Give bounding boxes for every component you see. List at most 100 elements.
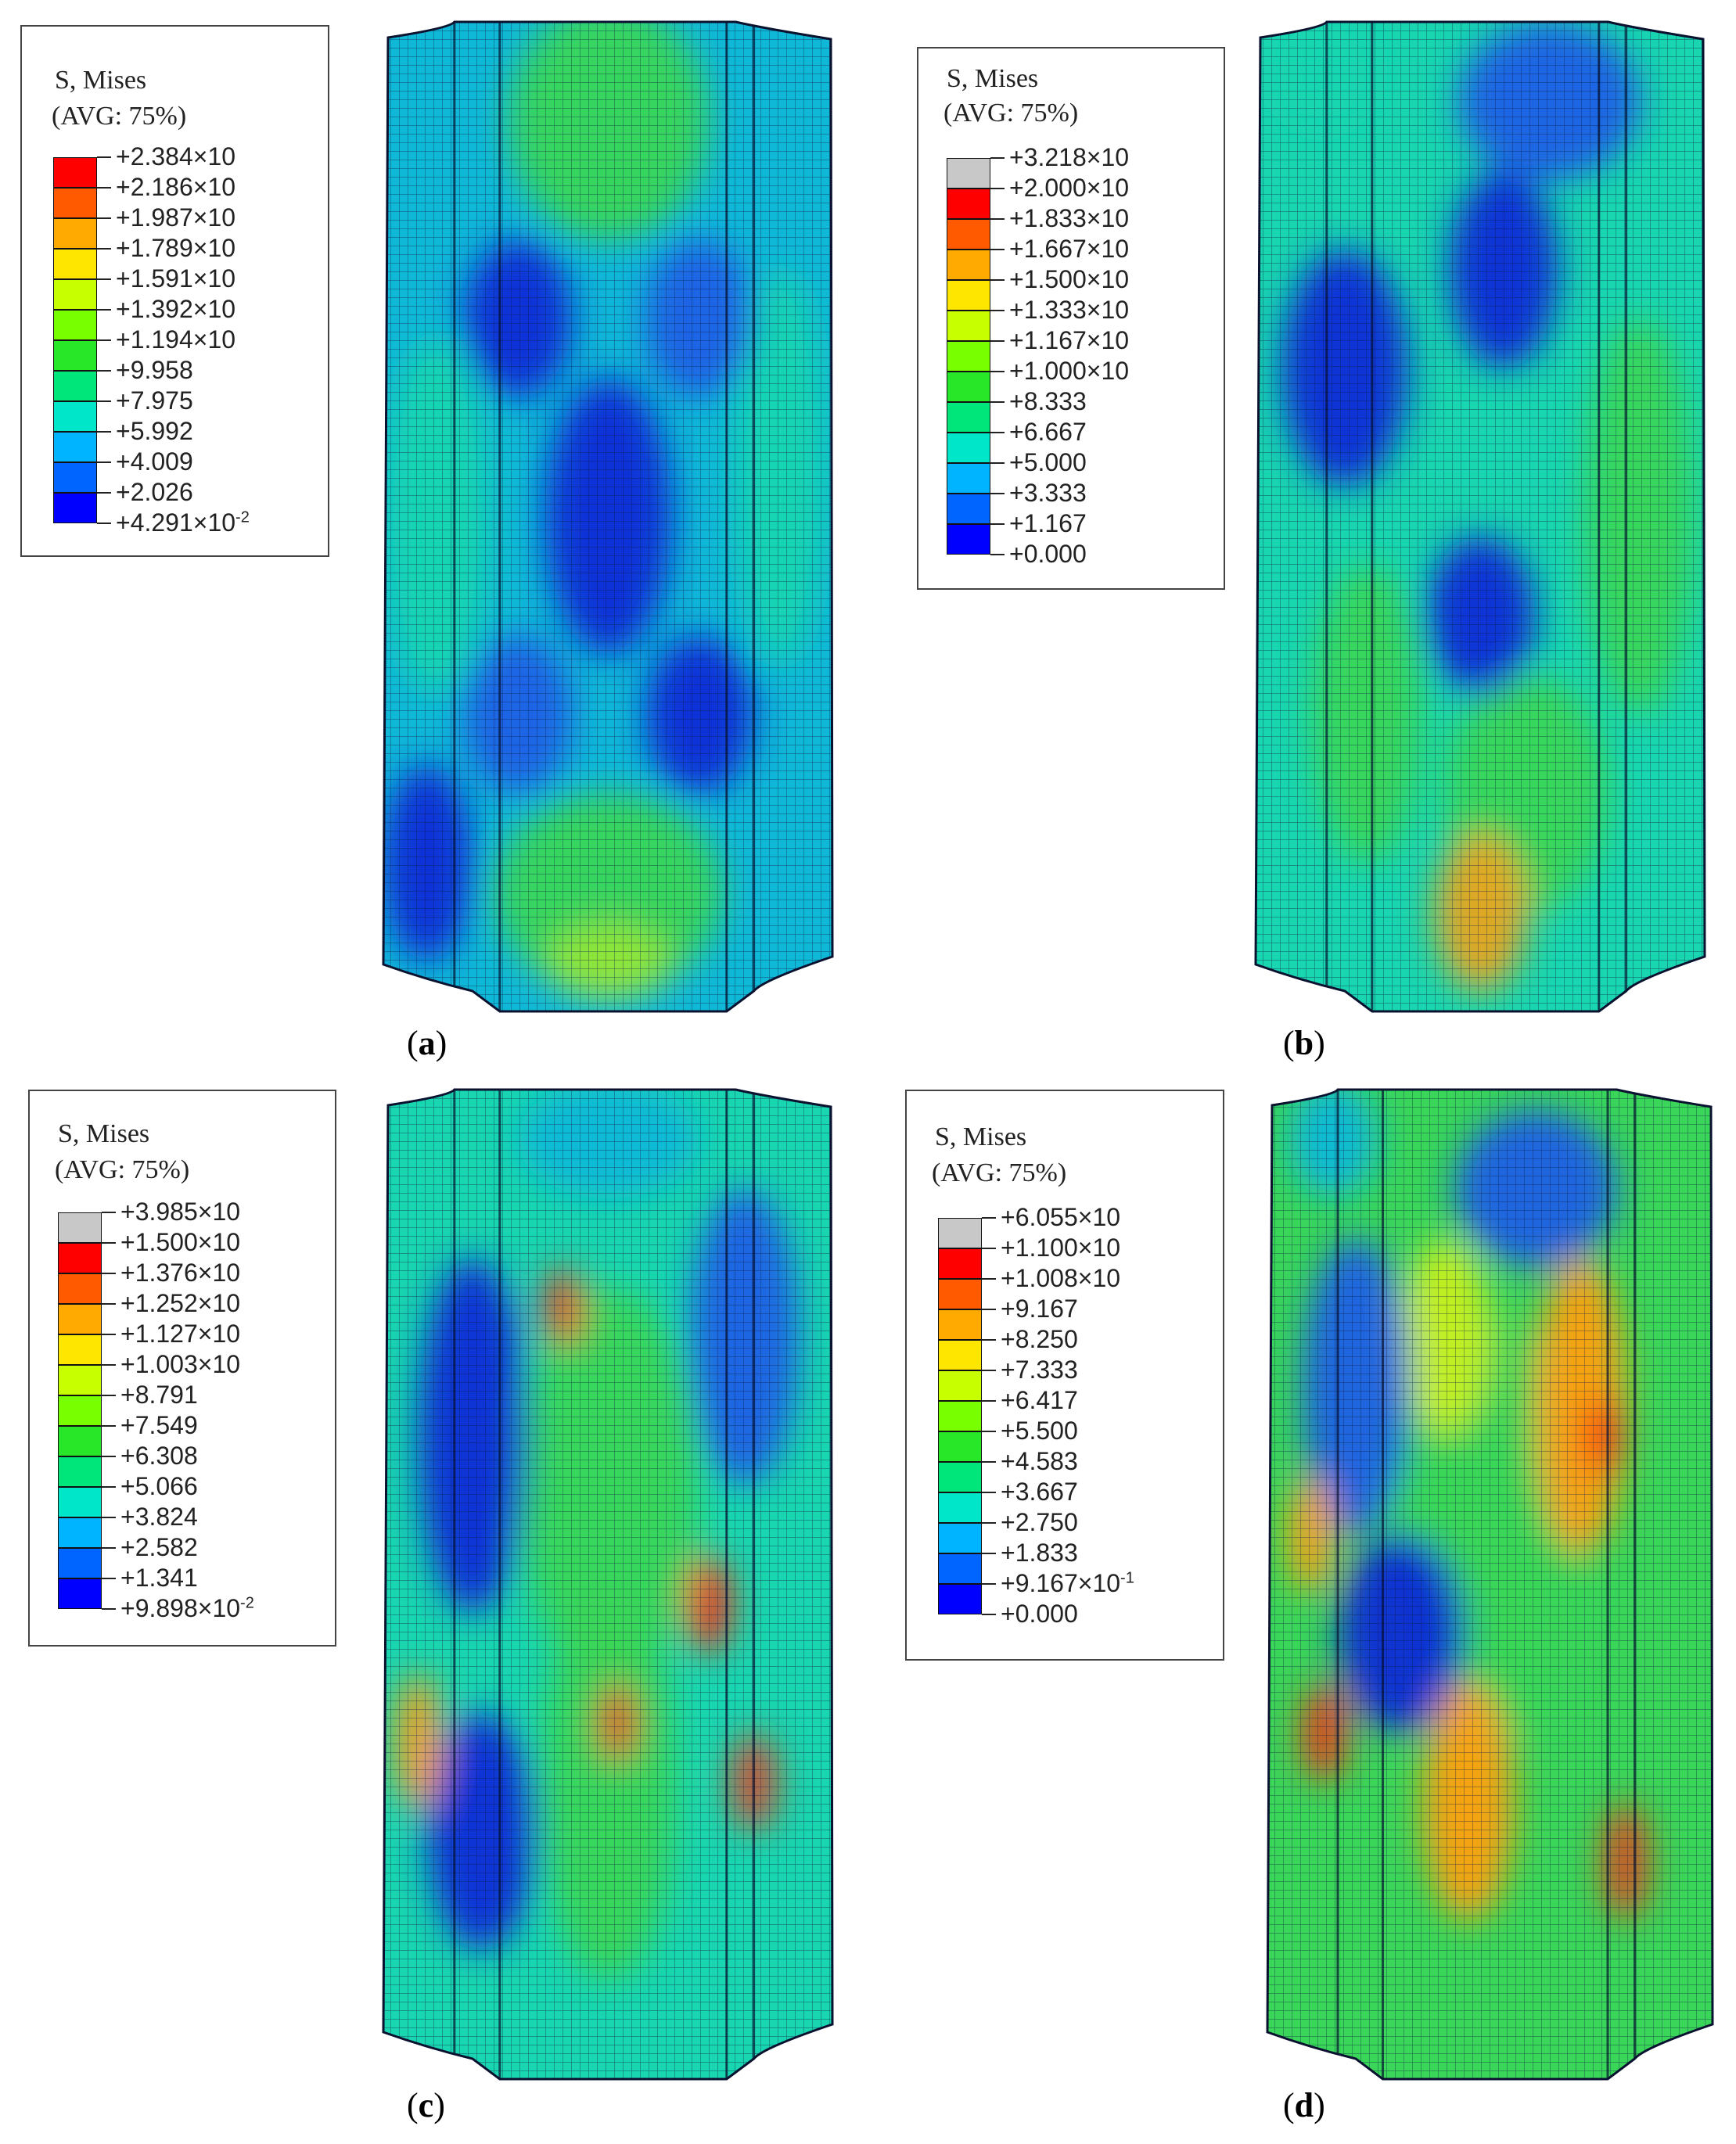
- legend-swatch: [53, 371, 97, 401]
- legend-swatch: [53, 279, 97, 310]
- legend-value-label: +5.000: [1009, 448, 1087, 476]
- legend-value-label: +2.582: [120, 1533, 198, 1561]
- legend-tick: [102, 1273, 116, 1274]
- legend-swatch: [938, 1309, 982, 1340]
- legend-swatch: [53, 188, 97, 218]
- legend-swatch: [58, 1456, 102, 1487]
- legend-swatch: [938, 1370, 982, 1401]
- legend-value-label: +9.167×10-1: [1001, 1569, 1134, 1597]
- legend-tick: [982, 1522, 996, 1524]
- legend-value-label: +1.833: [1001, 1539, 1078, 1567]
- legend-value-label: +6.667: [1009, 418, 1087, 446]
- legend-tick: [97, 309, 111, 311]
- legend-tick: [990, 432, 1005, 433]
- legend-value-label: +1.194×10: [116, 325, 236, 354]
- legend-value-label: +1.500×10: [120, 1228, 241, 1256]
- legend-swatch: [58, 1487, 102, 1517]
- legend-swatch: [53, 249, 97, 279]
- legend-tick: [990, 462, 1005, 464]
- color-scale: [938, 1218, 982, 1614]
- legend-tick: [97, 217, 111, 219]
- legend-a: S, Mises (AVG: 75%) +2.384×10 +2.186×10 +1…: [20, 25, 329, 557]
- legend-subtitle: (AVG: 75%): [943, 99, 1079, 127]
- legend-tick: [97, 187, 111, 189]
- legend-swatch: [938, 1431, 982, 1462]
- legend-value-label: +1.003×10: [120, 1350, 241, 1378]
- legend-swatch: [53, 401, 97, 432]
- legend-swatch: [58, 1334, 102, 1365]
- legend-value-label: +4.291×10-2: [116, 508, 250, 537]
- legend-value-label: +1.667×10: [1009, 235, 1130, 263]
- legend-title: S, Mises: [55, 66, 147, 95]
- legend-tick: [990, 340, 1005, 342]
- legend-tick: [102, 1608, 116, 1610]
- caption-b: (b): [1283, 1024, 1325, 1062]
- legend-value-label: +1.167×10: [1009, 326, 1130, 354]
- legend-tick: [982, 1370, 996, 1371]
- legend-value-label: +1.252×10: [120, 1289, 241, 1317]
- legend-tick: [982, 1553, 996, 1554]
- legend-swatch: [58, 1243, 102, 1273]
- legend-tick: [982, 1492, 996, 1493]
- legend-b: S, Mises (AVG: 75%) +3.218×10 +2.000×10 +1…: [917, 47, 1225, 590]
- legend-tick: [97, 339, 111, 341]
- legend-tick: [102, 1334, 116, 1335]
- legend-tick: [97, 248, 111, 250]
- legend-tick: [97, 156, 111, 158]
- legend-tick: [97, 431, 111, 433]
- legend-tick: [990, 218, 1005, 220]
- legend-value-label: +6.417: [1001, 1386, 1078, 1414]
- legend-c: S, Mises (AVG: 75%) +3.985×10 +1.500×10 +1…: [28, 1090, 336, 1647]
- legend-value-label: +3.824: [120, 1503, 198, 1531]
- legend-tick: [990, 371, 1005, 372]
- legend-tick: [990, 493, 1005, 494]
- legend-swatch: [947, 372, 990, 402]
- legend-swatch: [947, 402, 990, 433]
- legend-value-label: +1.833×10: [1009, 204, 1130, 232]
- legend-tick: [102, 1364, 116, 1366]
- legend-swatch: [947, 311, 990, 341]
- legend-value-label: +0.000: [1009, 540, 1087, 568]
- legend-value-label: +6.308: [120, 1442, 198, 1470]
- legend-value-label: +9.167: [1001, 1295, 1078, 1323]
- legend-title: S, Mises: [947, 64, 1039, 93]
- legend-tick: [102, 1425, 116, 1427]
- legend-swatch: [938, 1584, 982, 1614]
- legend-swatch: [58, 1517, 102, 1548]
- legend-tick: [97, 492, 111, 494]
- legend-value-label: +3.333: [1009, 479, 1087, 507]
- legend-tick: [990, 310, 1005, 311]
- legend-tick: [982, 1583, 996, 1585]
- color-scale: [58, 1212, 102, 1609]
- legend-value-label: +1.500×10: [1009, 265, 1130, 293]
- legend-swatch: [947, 341, 990, 372]
- legend-title: S, Mises: [58, 1119, 150, 1148]
- legend-swatch: [947, 189, 990, 219]
- legend-value-label: +1.376×10: [120, 1259, 241, 1287]
- legend-value-label: +1.127×10: [120, 1320, 241, 1348]
- legend-swatch: [947, 250, 990, 280]
- legend-tick: [990, 188, 1005, 189]
- legend-tick: [102, 1395, 116, 1396]
- legend-swatch: [938, 1462, 982, 1492]
- legend-swatch: [938, 1401, 982, 1431]
- legend-swatch: [947, 494, 990, 524]
- legend-tick: [990, 279, 1005, 281]
- legend-swatch: [53, 493, 97, 523]
- stress-contour-b: [1254, 20, 1706, 1013]
- legend-swatch: [53, 310, 97, 340]
- legend-tick: [982, 1309, 996, 1310]
- legend-tick: [102, 1456, 116, 1457]
- legend-swatch: [947, 219, 990, 250]
- legend-value-label: +1.167: [1009, 509, 1087, 537]
- stress-contour-a: [382, 20, 834, 1013]
- legend-swatch: [947, 433, 990, 463]
- legend-swatch: [53, 157, 97, 188]
- legend-value-label: +1.000×10: [1009, 357, 1130, 385]
- legend-value-label: +7.333: [1001, 1356, 1078, 1384]
- legend-value-label: +9.898×10-2: [120, 1594, 254, 1622]
- legend-value-label: +5.500: [1001, 1417, 1078, 1445]
- legend-swatch: [53, 340, 97, 371]
- legend-value-label: +1.333×10: [1009, 296, 1130, 324]
- legend-swatch: [53, 462, 97, 493]
